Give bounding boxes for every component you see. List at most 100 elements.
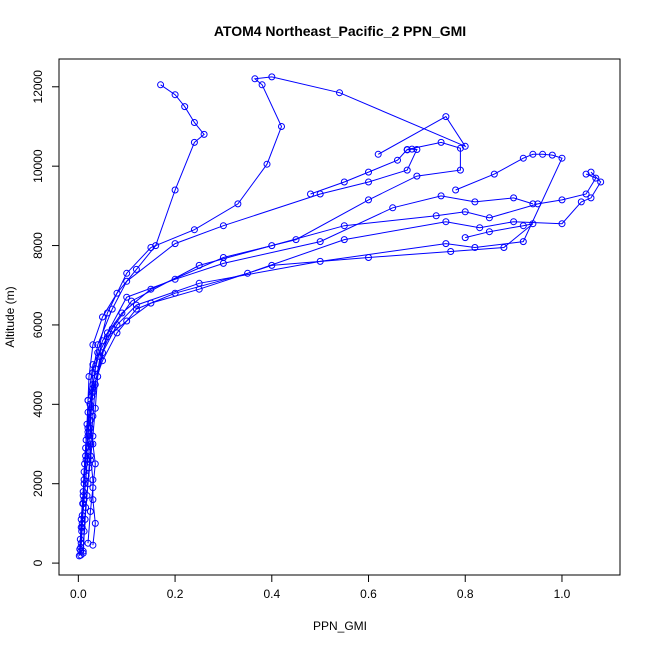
data-point xyxy=(195,261,203,269)
data-point xyxy=(268,242,276,250)
x-tick-label: 0.4 xyxy=(263,587,280,601)
data-point xyxy=(118,309,126,317)
x-tick-label: 0.0 xyxy=(70,587,87,601)
series-4 xyxy=(79,192,537,557)
data-point xyxy=(152,242,160,250)
plot-frame xyxy=(58,58,621,576)
data-point xyxy=(316,190,324,198)
series-line xyxy=(87,153,563,544)
data-point xyxy=(96,353,104,361)
data-point xyxy=(461,208,469,216)
data-point xyxy=(539,150,547,158)
data-point xyxy=(394,156,401,164)
data-point xyxy=(108,305,116,313)
x-tick-label: 1.0 xyxy=(554,587,571,601)
data-point xyxy=(519,154,527,162)
y-axis-label: Altitude (m) xyxy=(3,286,17,347)
data-point xyxy=(91,460,99,468)
data-point xyxy=(99,313,106,321)
data-point xyxy=(89,484,97,492)
data-point xyxy=(82,456,90,464)
data-point xyxy=(89,341,97,349)
data-point xyxy=(81,515,89,523)
x-tick-label: 0.6 xyxy=(360,587,377,601)
data-point xyxy=(171,186,179,194)
data-point xyxy=(244,269,252,277)
series-line xyxy=(87,223,534,546)
data-point xyxy=(529,200,537,208)
data-point xyxy=(200,130,208,138)
data-point xyxy=(519,238,527,246)
data-point xyxy=(432,212,440,220)
data-point xyxy=(219,222,227,230)
data-point xyxy=(582,170,590,178)
data-point xyxy=(123,277,131,285)
series-line xyxy=(80,76,467,552)
data-point xyxy=(413,146,421,153)
data-point xyxy=(87,440,95,448)
data-point xyxy=(157,81,165,89)
data-point xyxy=(403,166,411,174)
data-point xyxy=(91,381,99,388)
data-point xyxy=(374,150,382,158)
data-point xyxy=(128,297,135,305)
data-point xyxy=(316,238,324,246)
data-point xyxy=(336,89,343,97)
data-point xyxy=(471,198,479,206)
data-point xyxy=(81,460,89,468)
data-point xyxy=(89,440,97,448)
data-point xyxy=(268,73,276,81)
data-point xyxy=(340,236,348,244)
data-point xyxy=(190,138,198,146)
data-point xyxy=(548,151,556,159)
data-point xyxy=(82,472,90,480)
data-point xyxy=(485,214,493,222)
data-point xyxy=(403,146,411,154)
data-point xyxy=(316,257,324,265)
data-point xyxy=(89,369,97,377)
y-axis: 0 2000 4000 6000 8000 10000 12000 xyxy=(31,70,59,566)
data-point xyxy=(442,113,450,121)
series-5 xyxy=(75,168,605,560)
series-1 xyxy=(77,81,208,559)
data-point xyxy=(195,279,203,287)
data-point xyxy=(263,160,271,168)
data-point xyxy=(123,269,131,277)
series-line xyxy=(80,141,461,548)
data-point xyxy=(471,244,479,251)
data-point xyxy=(76,545,84,553)
data-point xyxy=(582,190,590,198)
data-point xyxy=(529,150,537,158)
data-point xyxy=(519,222,527,230)
data-point xyxy=(181,103,189,111)
data-point xyxy=(510,218,518,226)
data-point xyxy=(123,317,131,325)
data-point xyxy=(389,204,397,212)
data-point xyxy=(587,194,595,202)
data-point xyxy=(442,240,450,248)
data-point xyxy=(80,480,88,488)
x-axis-label: PPN_GMI xyxy=(313,619,367,633)
data-point xyxy=(94,341,102,349)
series-7 xyxy=(77,138,464,551)
data-point xyxy=(437,192,445,200)
data-point xyxy=(251,75,259,83)
data-point xyxy=(86,424,94,432)
data-point xyxy=(558,196,566,204)
plot-area xyxy=(75,73,605,560)
data-point xyxy=(171,91,179,99)
data-point xyxy=(84,448,92,456)
series-line xyxy=(79,148,418,550)
data-point xyxy=(89,496,97,504)
y-tick-label: 4000 xyxy=(31,391,45,418)
data-point xyxy=(340,222,348,230)
data-point xyxy=(79,547,87,555)
series-3 xyxy=(84,220,537,549)
data-point xyxy=(442,218,450,226)
data-point xyxy=(83,492,91,500)
data-point xyxy=(485,228,493,236)
series-8 xyxy=(76,145,421,553)
y-tick-label: 6000 xyxy=(31,311,45,338)
data-point xyxy=(85,373,93,380)
data-point xyxy=(408,145,416,153)
